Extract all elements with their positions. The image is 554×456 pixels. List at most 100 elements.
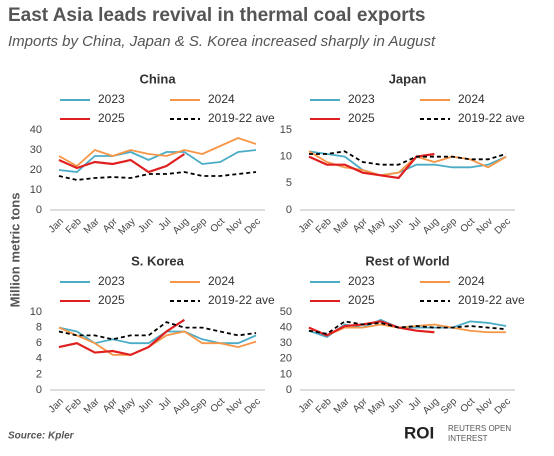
x-tick-label: Sep [439, 396, 460, 417]
series-line [308, 320, 435, 337]
chart-subtitle: Imports by China, Japan & S. Korea incre… [8, 33, 436, 50]
series-line [58, 326, 257, 356]
y-tick-label: 40 [280, 322, 292, 334]
series-line [58, 137, 257, 168]
x-tick-label: Sep [439, 216, 460, 237]
series-line [308, 150, 507, 166]
series-line [308, 323, 507, 337]
series-line [58, 149, 257, 173]
x-tick-label: Dec [243, 216, 263, 236]
legend-label: 2025 [98, 111, 125, 125]
x-tick-label: Jun [386, 216, 405, 235]
legend-label: 2025 [348, 293, 375, 307]
y-tick-label: 0 [36, 204, 42, 216]
x-tick-label: Oct [458, 216, 477, 235]
series-line [308, 150, 507, 177]
y-tick-label: 20 [30, 164, 42, 176]
x-tick-label: Jan [297, 216, 316, 235]
x-tick-label: Jan [47, 216, 66, 235]
legend-label: 2023 [348, 92, 375, 106]
y-tick-label: 2 [36, 368, 42, 380]
legend-label: 2023 [98, 274, 125, 288]
legend-label: 2019-22 ave [458, 111, 525, 125]
x-tick-label: Jul [407, 396, 424, 413]
x-tick-label: Nov [475, 216, 495, 236]
y-tick-label: 0 [286, 384, 292, 396]
legend-label: 2023 [98, 92, 125, 106]
y-tick-label: 10 [280, 151, 292, 163]
y-tick-label: 50 [280, 306, 292, 318]
y-tick-label: 20 [280, 353, 292, 365]
x-tick-label: May [116, 396, 137, 417]
x-tick-label: Feb [314, 396, 334, 416]
x-tick-label: Jun [136, 216, 155, 235]
logo-mark: ROI [404, 423, 434, 442]
y-tick-label: 15 [280, 124, 292, 136]
x-tick-label: Nov [225, 216, 245, 236]
x-tick-label: Sep [189, 216, 210, 237]
x-tick-label: Jul [407, 216, 424, 233]
x-tick-label: Jul [157, 396, 174, 413]
x-tick-label: Apr [101, 396, 120, 415]
x-tick-label: Jun [386, 396, 405, 415]
x-tick-label: Aug [171, 396, 191, 416]
y-tick-label: 8 [36, 322, 42, 334]
y-tick-label: 0 [36, 384, 42, 396]
x-tick-label: Mar [82, 216, 102, 236]
x-tick-label: Aug [421, 396, 441, 416]
legend-label: 2024 [458, 274, 485, 288]
y-tick-label: 6 [36, 337, 42, 349]
x-tick-label: Jun [136, 396, 155, 415]
y-tick-label: 10 [30, 306, 42, 318]
x-tick-label: Oct [208, 216, 227, 235]
series-line [308, 152, 435, 180]
legend-label: 2025 [98, 293, 125, 307]
source: Source: Kpler [8, 431, 75, 442]
logo-text: INTEREST [448, 434, 488, 443]
y-tick-label: 40 [30, 124, 42, 136]
x-tick-label: Feb [64, 396, 84, 416]
x-tick-label: Dec [493, 396, 513, 416]
y-tick-label: 10 [280, 368, 292, 380]
y-tick-label: 5 [286, 177, 292, 189]
x-tick-label: Feb [64, 216, 84, 236]
x-tick-label: May [366, 216, 387, 237]
y-tick-label: 30 [30, 144, 42, 156]
x-tick-label: Dec [493, 216, 513, 236]
legend-label: 2025 [348, 111, 375, 125]
x-tick-label: Jan [47, 396, 66, 415]
x-tick-label: Feb [314, 216, 334, 236]
panel-title: Rest of World [365, 253, 449, 268]
panel-title: China [139, 71, 176, 86]
legend-label: 2019-22 ave [458, 293, 525, 307]
x-tick-label: Nov [225, 396, 245, 416]
legend-label: 2023 [348, 274, 375, 288]
panel-title: Japan [389, 71, 427, 86]
x-tick-label: Oct [208, 396, 227, 415]
legend-label: 2024 [208, 274, 235, 288]
legend-label: 2019-22 ave [208, 111, 275, 125]
x-tick-label: Mar [332, 216, 352, 236]
x-tick-label: Aug [421, 216, 441, 236]
legend-label: 2019-22 ave [208, 293, 275, 307]
legend-label: 2024 [458, 92, 485, 106]
series-line [308, 320, 507, 335]
y-tick-label: 4 [36, 353, 42, 365]
x-tick-label: Nov [475, 396, 495, 416]
panel-title: S. Korea [131, 253, 185, 268]
x-tick-label: Oct [458, 396, 477, 415]
y-tick-label: 30 [280, 337, 292, 349]
chart-title: East Asia leads revival in thermal coal … [8, 5, 426, 26]
y-axis-label: Million metric tons [7, 193, 22, 308]
y-tick-label: 0 [286, 204, 292, 216]
x-tick-label: Apr [351, 396, 370, 415]
series-line [58, 321, 257, 341]
x-tick-label: Dec [243, 396, 263, 416]
x-tick-label: May [116, 216, 137, 237]
x-tick-label: Apr [351, 216, 370, 235]
x-tick-label: Mar [82, 396, 102, 416]
x-tick-label: Jan [297, 396, 316, 415]
x-tick-label: Sep [189, 396, 210, 417]
